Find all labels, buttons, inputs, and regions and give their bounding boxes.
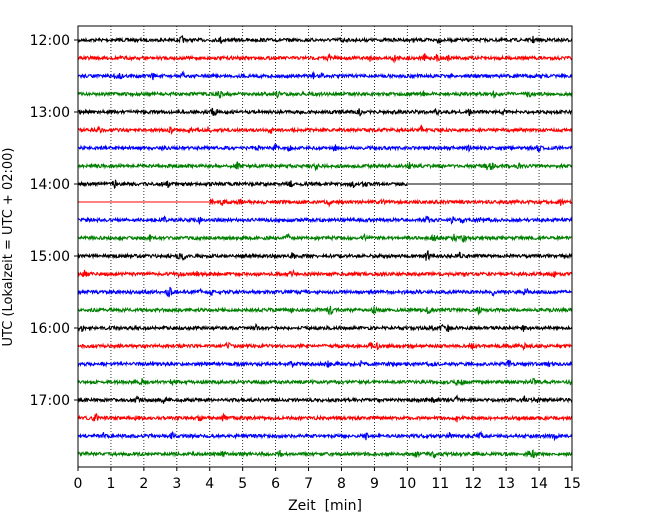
x-tick-label: 4 xyxy=(205,476,214,492)
x-tick-label: 9 xyxy=(370,476,379,492)
y-axis-label: UTC (Lokalzeit = UTC + 02:00) xyxy=(1,148,16,347)
trace-waveform xyxy=(77,52,573,64)
y-tick-label: 15:00 xyxy=(30,249,70,265)
trace-waveform xyxy=(77,107,573,117)
trace-row xyxy=(77,179,572,190)
trace-row xyxy=(77,341,573,352)
trace-waveform xyxy=(77,286,573,298)
x-tick-label: 10 xyxy=(398,476,416,492)
trace-row xyxy=(77,70,573,81)
y-tick-label: 13:00 xyxy=(30,105,70,121)
x-tick-label: 7 xyxy=(304,476,313,492)
trace-row xyxy=(77,123,573,135)
trace-waveform xyxy=(77,179,408,190)
x-tick-label: 6 xyxy=(271,476,280,492)
trace-row xyxy=(78,197,573,208)
trace-row xyxy=(77,161,573,172)
trace-row xyxy=(77,322,573,333)
x-tick-label: 13 xyxy=(497,476,515,492)
x-tick-label: 8 xyxy=(337,476,346,492)
trace-waveform xyxy=(77,305,573,316)
trace-row xyxy=(77,412,573,423)
x-tick-label: 14 xyxy=(530,476,548,492)
seismic-traces xyxy=(77,35,573,459)
trace-row xyxy=(77,35,573,44)
x-axis-label: Zeit [min] xyxy=(288,498,362,514)
trace-row xyxy=(77,430,573,442)
trace-row xyxy=(77,394,573,404)
trace-waveform xyxy=(77,90,573,99)
trace-row xyxy=(77,286,573,298)
y-tick-label: 16:00 xyxy=(30,321,70,337)
trace-row xyxy=(77,90,573,99)
x-tick-label: 11 xyxy=(431,476,449,492)
trace-row xyxy=(77,215,573,226)
plot-frame xyxy=(77,25,573,468)
trace-row xyxy=(77,305,573,316)
trace-waveform xyxy=(209,197,573,208)
trace-waveform xyxy=(77,143,573,153)
trace-waveform xyxy=(77,215,573,226)
trace-waveform xyxy=(77,35,573,44)
trace-row xyxy=(77,143,573,153)
trace-waveform xyxy=(77,449,573,459)
trace-waveform xyxy=(77,377,573,387)
trace-waveform xyxy=(77,394,573,404)
trace-row xyxy=(77,359,573,369)
trace-row xyxy=(77,107,573,117)
x-tick-label: 5 xyxy=(238,476,247,492)
trace-waveform xyxy=(77,123,573,135)
trace-waveform xyxy=(77,268,573,279)
trace-row xyxy=(77,449,573,459)
trace-waveform xyxy=(77,341,573,352)
y-tick-label: 17:00 xyxy=(30,393,70,409)
trace-row xyxy=(77,52,573,64)
y-tick-label: 12:00 xyxy=(30,33,70,49)
y-tick-label: 14:00 xyxy=(30,177,70,193)
plot-area xyxy=(78,26,572,467)
trace-waveform xyxy=(77,430,573,442)
trace-waveform xyxy=(77,322,573,333)
trace-waveform xyxy=(77,161,573,172)
trace-row xyxy=(77,268,573,279)
x-tick-label: 0 xyxy=(74,476,83,492)
trace-row xyxy=(77,233,573,243)
trace-waveform xyxy=(77,412,573,423)
trace-row xyxy=(77,250,573,262)
trace-waveform xyxy=(77,359,573,369)
trace-waveform xyxy=(77,233,573,243)
trace-waveform xyxy=(77,70,573,81)
trace-row xyxy=(77,377,573,387)
x-tick-label: 2 xyxy=(139,476,148,492)
x-tick-label: 15 xyxy=(563,476,581,492)
trace-waveform xyxy=(77,250,573,262)
x-tick-label: 12 xyxy=(464,476,482,492)
x-tick-label: 1 xyxy=(106,476,115,492)
x-axis-ticks: 0 1 2 3 4 5 6 7 8 9 10 11 12 13 14 15 xyxy=(74,467,581,492)
y-axis-ticks: 12:00 13:00 14:00 15:00 16:00 17:00 xyxy=(30,33,78,409)
x-tick-label: 3 xyxy=(172,476,181,492)
